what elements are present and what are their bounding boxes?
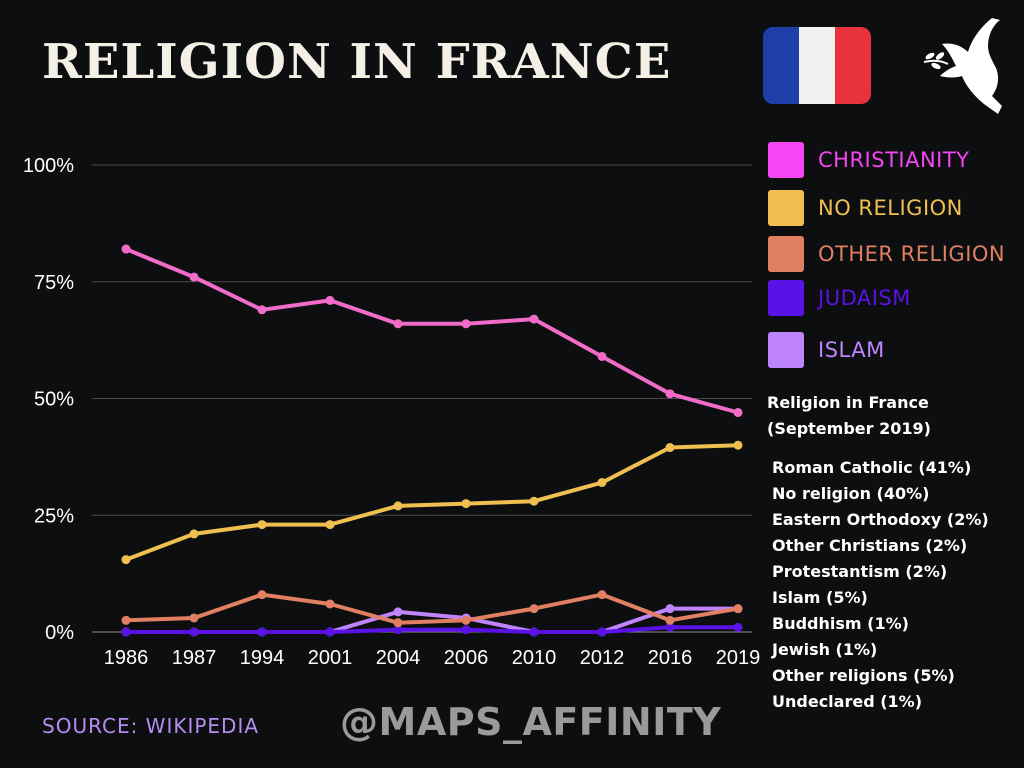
legend-swatch [768, 280, 804, 316]
series-line-other-religion [124, 592, 740, 625]
page-title: RELIGION IN FRANCE [42, 34, 672, 90]
x-tick-label: 1987 [172, 647, 217, 669]
list-item: Undeclared (1%) [772, 692, 923, 711]
data-point-judaism [121, 627, 131, 637]
legend-item: JUDAISM [768, 280, 911, 316]
data-point-christianity [257, 305, 267, 315]
data-point-no-religion [325, 520, 335, 530]
source-credit: SOURCE: WIKIPEDIA [42, 714, 260, 738]
legend-swatch [768, 236, 804, 272]
data-point-judaism [733, 622, 743, 632]
author-handle: @MAPS_AFFINITY [340, 700, 722, 744]
data-point-christianity [665, 389, 675, 399]
note-heading-line1: Religion in France [767, 393, 929, 412]
x-tick-label: 2010 [512, 647, 557, 669]
legend-label: OTHER RELIGION [818, 242, 1006, 266]
series-line-judaism [124, 625, 740, 634]
data-point-judaism [257, 627, 267, 637]
x-tick-label: 2001 [308, 647, 353, 669]
data-point-no-religion [121, 555, 131, 565]
x-tick-label: 1986 [104, 647, 149, 669]
data-point-judaism [461, 625, 471, 635]
series-line-christianity [124, 247, 740, 415]
flag-blue-stripe [763, 27, 799, 104]
data-point-judaism [189, 627, 199, 637]
data-point-other-religion [733, 604, 743, 614]
legend-item: NO RELIGION [768, 190, 963, 226]
data-point-other-religion [393, 618, 403, 628]
data-point-other-religion [529, 604, 539, 614]
data-point-other-religion [257, 590, 267, 600]
list-item: Jewish (1%) [772, 640, 878, 659]
dove-icon [923, 18, 1002, 114]
note-heading-line2: (September 2019) [767, 419, 931, 438]
data-point-christianity [733, 408, 743, 418]
list-item: No religion (40%) [772, 484, 930, 503]
data-point-no-religion [597, 478, 607, 488]
data-point-other-religion [189, 613, 199, 623]
data-point-christianity [597, 351, 607, 361]
data-point-islam [393, 607, 403, 617]
religion-2019-breakdown-list: Roman Catholic (41%) No religion (40%) Eas… [772, 455, 989, 715]
data-point-no-religion [665, 443, 675, 453]
data-point-christianity [461, 319, 471, 329]
y-tick-label: 75% [34, 272, 74, 294]
x-tick-label: 2019 [716, 647, 761, 669]
data-point-christianity [325, 295, 335, 305]
flag-red-stripe [835, 27, 871, 104]
data-point-judaism [325, 627, 335, 637]
data-point-islam [665, 604, 675, 614]
legend-label: NO RELIGION [818, 196, 963, 220]
legend-label: ISLAM [818, 338, 885, 362]
data-point-other-religion [325, 599, 335, 609]
data-point-no-religion [189, 529, 199, 539]
data-point-no-religion [529, 496, 539, 506]
data-point-judaism [529, 627, 539, 637]
legend-item: OTHER RELIGION [768, 236, 1005, 272]
legend-swatch [768, 142, 804, 178]
x-tick-label: 2004 [376, 647, 421, 669]
list-item: Roman Catholic (41%) [772, 458, 972, 477]
list-item: Protestantism (2%) [772, 562, 948, 581]
data-point-other-religion [665, 615, 675, 625]
data-point-judaism [597, 627, 607, 637]
y-tick-label: 0% [45, 622, 74, 644]
data-point-christianity [121, 244, 131, 254]
y-tick-label: 100% [23, 155, 74, 177]
data-point-other-religion [597, 590, 607, 600]
data-point-christianity [189, 272, 199, 282]
x-tick-label: 2006 [444, 647, 489, 669]
series-line-no-religion [124, 443, 740, 562]
legend-item: ISLAM [768, 332, 885, 368]
y-tick-label: 50% [34, 389, 74, 411]
data-point-judaism [665, 622, 675, 632]
data-point-christianity [393, 319, 403, 329]
y-tick-label: 25% [34, 505, 74, 527]
france-flag-icon [763, 27, 871, 104]
flag-white-stripe [799, 27, 835, 104]
legend-swatch [768, 332, 804, 368]
x-tick-label: 1994 [240, 647, 285, 669]
data-point-christianity [529, 314, 539, 324]
list-item: Islam (5%) [772, 588, 868, 607]
data-point-no-religion [393, 501, 403, 511]
legend-label: CHRISTIANITY [818, 148, 970, 172]
x-tick-label: 2016 [648, 647, 693, 669]
religion-2019-note-heading: Religion in France (September 2019) [767, 390, 931, 442]
data-point-judaism [393, 625, 403, 635]
x-tick-label: 2012 [580, 647, 625, 669]
list-item: Other Christians (2%) [772, 536, 968, 555]
list-item: Buddhism (1%) [772, 614, 909, 633]
legend-swatch [768, 190, 804, 226]
list-item: Eastern Orthodoxy (2%) [772, 510, 989, 529]
legend-label: JUDAISM [818, 286, 911, 310]
data-point-no-religion [257, 520, 267, 530]
data-point-other-religion [121, 615, 131, 625]
list-item: Other religions (5%) [772, 666, 955, 685]
legend-item: CHRISTIANITY [768, 142, 970, 178]
data-point-no-religion [461, 499, 471, 509]
data-point-no-religion [733, 440, 743, 450]
data-point-other-religion [461, 615, 471, 625]
